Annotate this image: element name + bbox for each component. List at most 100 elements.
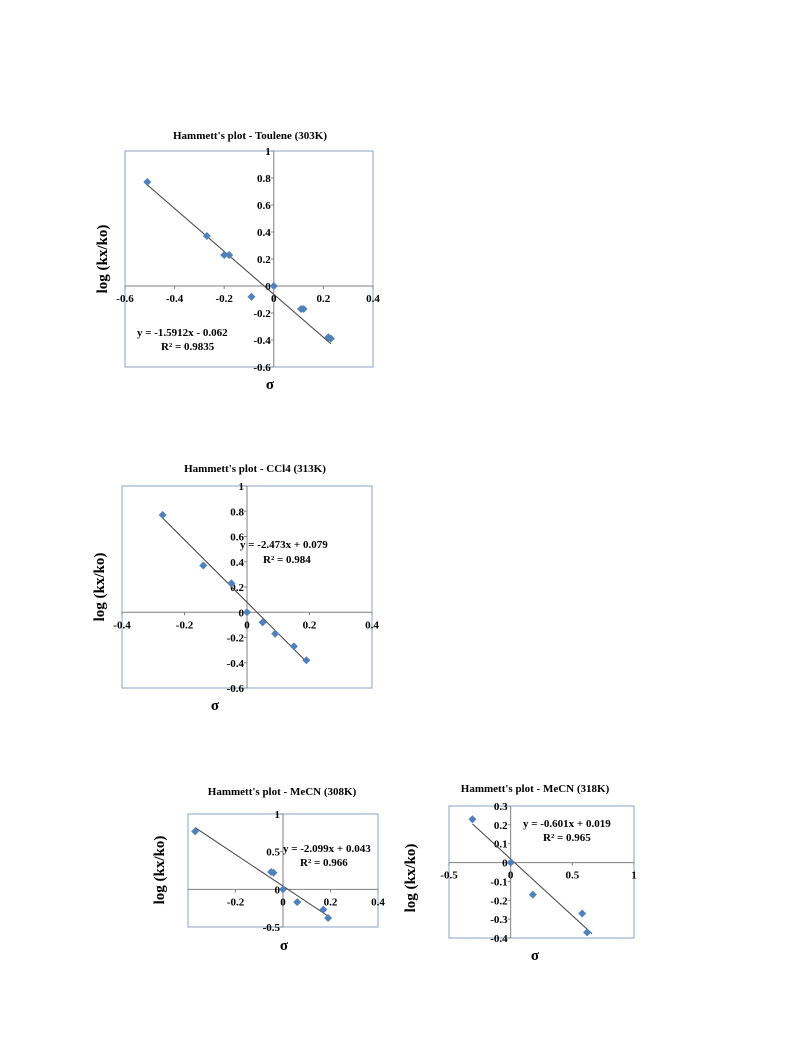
x-tick-label: 0.5 [565, 870, 579, 882]
y-tick-label: 0.2 [230, 582, 244, 594]
x-tick-label: 0 [244, 619, 250, 631]
data-point [528, 890, 537, 899]
x-axis-label: σ [211, 698, 220, 714]
y-tick-label: -0.2 [490, 895, 508, 907]
x-tick-label: 0.4 [371, 896, 385, 908]
data-point [578, 909, 587, 918]
y-tick-label: 1 [265, 146, 271, 158]
x-axis-label: σ [531, 948, 540, 964]
y-tick-label: 0.5 [266, 847, 280, 859]
linear-trendline [162, 517, 307, 662]
r-squared-label: R² = 0.984 [263, 554, 311, 566]
y-tick-label: 0.2 [257, 254, 271, 266]
x-tick-label: 0.4 [366, 293, 380, 305]
linear-trendline [194, 827, 329, 917]
chart-svg: Hammett's plot - MeCN (308K) -0.2 0 0.2 0.4 -… [152, 786, 385, 954]
x-tick-label: 0.2 [317, 293, 331, 305]
x-tick-label: -0.5 [440, 870, 458, 882]
x-tick-label: 0.2 [303, 619, 317, 631]
y-tick-label: -0.4 [253, 335, 271, 347]
y-tick-label: 0.6 [230, 532, 244, 544]
y-tick-label: 0.4 [230, 557, 244, 569]
x-tick-label: -0.4 [166, 293, 184, 305]
x-axis-label: σ [280, 938, 289, 954]
chart-title: Hammett's plot - Toulene (303K) [173, 130, 327, 142]
data-point [269, 282, 278, 290]
data-point [243, 608, 251, 617]
y-tick-label: 0.3 [494, 801, 508, 813]
y-tick-label: -0.2 [227, 633, 245, 645]
x-tick-label: -0.2 [215, 293, 233, 305]
y-tick-label: -0.1 [490, 876, 507, 888]
y-tick-label: 0.8 [257, 173, 271, 185]
y-tick-label: 0 [239, 607, 245, 619]
data-point [269, 868, 278, 877]
data-point [326, 334, 335, 343]
data-point [319, 905, 328, 914]
y-tick-label: 0 [265, 281, 271, 293]
data-point [324, 913, 333, 922]
x-tick-label: -0.2 [176, 619, 194, 631]
data-point [158, 511, 167, 520]
y-tick-label: -0.4 [490, 933, 508, 945]
y-tick-label: 0.1 [494, 839, 508, 851]
y-axis-label: log (kx/ko) [403, 844, 419, 913]
chart-title: Hammett's plot - CCl4 (313K) [184, 463, 326, 475]
x-tick-label: -0.2 [227, 896, 245, 908]
x-tick-label: 0.2 [324, 896, 338, 908]
data-point [202, 232, 211, 241]
x-tick-label: 1 [631, 870, 637, 882]
y-tick-label: 0.4 [257, 227, 271, 239]
x-tick-label: 0 [280, 896, 286, 908]
trendline-equation: y = -2.473x + 0.079 [240, 539, 328, 551]
y-tick-label: -0.3 [490, 914, 508, 926]
plot-area-frame [124, 150, 374, 368]
y-tick-label: -0.6 [227, 683, 245, 695]
y-tick-label: 0.6 [257, 200, 271, 212]
data-point [247, 292, 256, 301]
plot-area-frame [448, 805, 635, 939]
trendline-equation: y = -2.099x + 0.043 [283, 843, 371, 855]
data-point [279, 885, 287, 894]
chart-title: Hammett's plot - MeCN (318K) [461, 783, 610, 795]
chart-title: Hammett's plot - MeCN (308K) [208, 786, 357, 798]
data-point [299, 304, 308, 313]
y-tick-label: -0.6 [253, 362, 271, 374]
linear-trendline [472, 823, 593, 935]
data-point [199, 561, 208, 570]
y-tick-label: -0.4 [227, 658, 245, 670]
data-point [220, 250, 229, 259]
hammett-plot-toluene-303k: Hammett's plot - Toulene (303K) -0.6 -0.4 -… [95, 125, 395, 395]
data-point [258, 618, 267, 627]
data-point [143, 178, 152, 187]
data-point [293, 898, 302, 907]
data-point [583, 928, 592, 937]
chart-svg: Hammett's plot - Toulene (303K) -0.6 -0.4 -… [95, 130, 380, 393]
r-squared-label: R² = 0.965 [543, 832, 591, 844]
x-axis-label: σ [266, 377, 275, 393]
x-tick-label: 0.4 [365, 619, 379, 631]
hammett-plot-ccl4-313k: Hammett's plot - CCl4 (313K) -0.4 -0.2 0 0.2… [90, 460, 390, 720]
trendline-equation: y = -0.601x + 0.019 [523, 818, 611, 830]
y-axis-label: log (kx/ko) [92, 553, 108, 622]
y-axis-label: log (kx/ko) [152, 836, 168, 905]
x-tick-label: 0 [271, 293, 277, 305]
data-point [227, 579, 236, 588]
data-point [191, 827, 200, 836]
hammett-plot-mecn-308k: Hammett's plot - MeCN (308K) -0.2 0 0.2 0.4 -… [150, 780, 395, 955]
y-tick-label: 1 [239, 481, 245, 493]
y-tick-label: 0 [502, 858, 508, 870]
y-tick-label: 0.8 [230, 506, 244, 518]
data-point [506, 858, 515, 867]
y-tick-label: 0 [275, 884, 281, 896]
y-axis-label: log (kx/ko) [95, 225, 111, 294]
data-point [225, 250, 234, 259]
y-tick-label: 0.2 [494, 820, 508, 832]
trendline-equation: y = -1.5912x - 0.062 [137, 327, 228, 339]
data-point [468, 815, 477, 824]
y-tick-label: 1 [275, 809, 281, 821]
x-tick-label: 0 [508, 870, 514, 882]
hammett-plot-mecn-318k: Hammett's plot - MeCN (318K) -0.5 0 0.5 1 -0.… [403, 778, 645, 968]
data-point [271, 629, 280, 638]
chart-svg: Hammett's plot - MeCN (318K) -0.5 0 0.5 1 -0.… [403, 783, 637, 964]
